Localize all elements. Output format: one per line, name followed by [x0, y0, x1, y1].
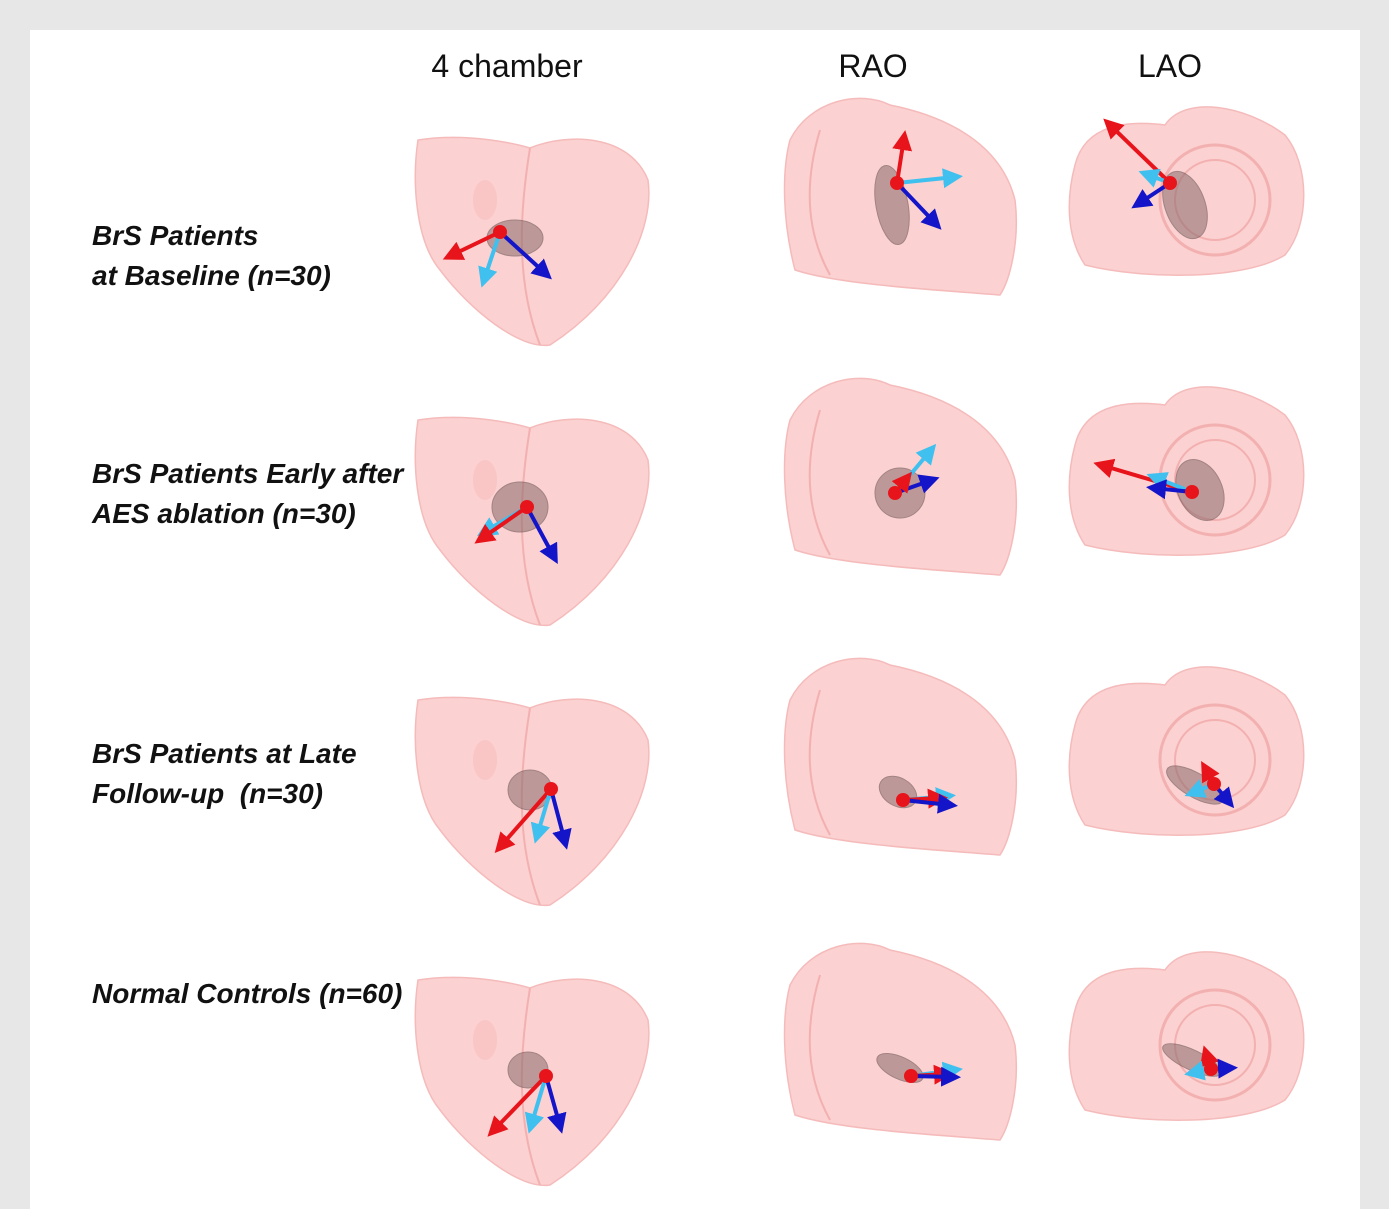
row-label: BrS Patients Early after [92, 458, 405, 489]
row-label: Follow-up (n=30) [92, 778, 323, 809]
column-header: LAO [1138, 48, 1202, 84]
column-header: RAO [838, 48, 907, 84]
row-label: Normal Controls (n=60) [92, 978, 402, 1009]
figure: 4 chamber RAO LAO BrS Patients at Baseli… [0, 0, 1389, 1209]
column-header: 4 chamber [431, 48, 583, 84]
row-label: BrS Patients at Late [92, 738, 357, 769]
row-label: AES ablation (n=30) [91, 498, 356, 529]
row-label: BrS Patients [92, 220, 259, 251]
row-label: at Baseline (n=30) [92, 260, 331, 291]
